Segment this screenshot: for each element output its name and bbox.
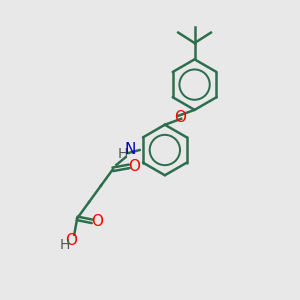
Text: O: O (64, 232, 76, 247)
Text: N: N (124, 142, 136, 157)
Text: O: O (128, 159, 140, 174)
Text: H: H (60, 238, 70, 252)
Text: H: H (118, 148, 128, 161)
Text: O: O (92, 214, 104, 229)
Text: O: O (174, 110, 186, 125)
